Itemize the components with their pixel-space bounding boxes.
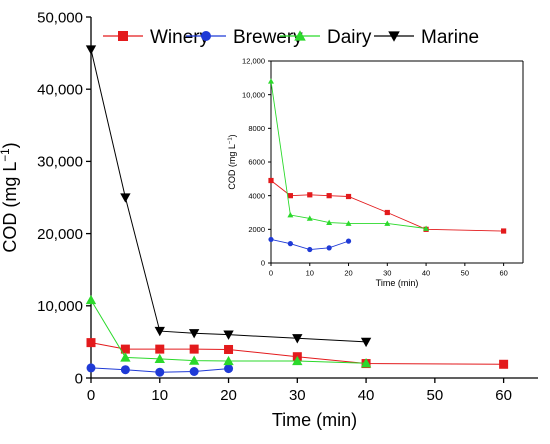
plot-background: [271, 61, 523, 263]
data-point-brewery: [326, 245, 332, 251]
legend-marker-brewery: [201, 31, 211, 41]
data-point-marine: [223, 330, 234, 340]
y-tick-label: 30,000: [37, 154, 83, 171]
data-point-dairy: [360, 358, 372, 368]
y-axis-label-text: COD (mg L: [0, 162, 20, 253]
data-point-dairy: [292, 355, 303, 366]
legend: Winery Brewery Dairy Marine: [103, 27, 479, 48]
y-tick-label: 0: [261, 259, 265, 268]
data-point-winery: [307, 192, 313, 198]
series-line-winery: [270, 180, 504, 232]
data-point-dairy: [306, 215, 313, 221]
y-axis-label-close: ): [0, 142, 20, 148]
data-point-marine: [292, 334, 303, 344]
x-tick-label: 30: [383, 269, 391, 278]
data-point-winery: [384, 209, 390, 216]
x-tick-label: 60: [499, 269, 507, 278]
y-tick-label: 40,000: [37, 81, 83, 98]
data-point-marine: [188, 329, 200, 339]
data-point-winery: [155, 344, 165, 354]
x-tick-label: 30: [289, 387, 306, 404]
data-point-dairy: [154, 353, 165, 364]
y-tick-label: 4000: [248, 191, 265, 200]
y-tick-label: 0: [75, 370, 83, 387]
x-tick-label: 0: [87, 387, 95, 404]
data-point-marine: [360, 337, 372, 348]
x-tick-label: 40: [422, 269, 430, 278]
data-point-winery: [268, 177, 274, 184]
x-tick-label: 10: [151, 387, 168, 404]
legend-marker-winery: [118, 31, 128, 41]
data-point-brewery: [224, 364, 234, 374]
legend-label-winery: Winery: [150, 27, 210, 48]
data-point-winery: [287, 193, 293, 199]
data-point-dairy: [287, 212, 294, 218]
data-point-winery: [345, 193, 352, 200]
y-tick-label: 2000: [248, 225, 265, 234]
y-tick-label: 12,000: [242, 57, 265, 66]
legend-marker-dairy: [294, 30, 306, 41]
data-point-dairy: [423, 225, 430, 231]
data-point-marine: [154, 326, 165, 337]
data-point-dairy: [188, 355, 200, 365]
data-point-brewery: [345, 238, 352, 244]
inset-plot: 0 10 20 30 40 50 60 0 2000 4000 6000 8000 10,000 12,0…: [227, 57, 524, 288]
data-point-winery: [224, 344, 234, 354]
legend-label-marine: Marine: [421, 27, 479, 48]
y-axis-label: COD (mg L−1): [227, 134, 237, 189]
y-axis-label-superscript: −1: [0, 148, 12, 161]
data-point-dairy: [345, 220, 352, 226]
x-tick-label: 50: [461, 269, 469, 278]
x-tick-label: 0: [269, 269, 273, 278]
data-point-brewery: [307, 246, 313, 253]
y-tick-label: 10,000: [242, 90, 265, 99]
y-tick-label: 50,000: [37, 9, 83, 26]
y-tick-label: 8000: [248, 124, 265, 133]
x-tick-label: 60: [495, 387, 512, 404]
y-tick-label: 20,000: [37, 226, 83, 243]
data-point-winery: [501, 228, 507, 234]
x-axis-label: Time (min): [272, 410, 357, 430]
y-tick-label: 10,000: [37, 298, 83, 315]
data-point-winery: [499, 359, 509, 369]
data-point-dairy: [120, 352, 131, 362]
legend-label-dairy: Dairy: [327, 27, 372, 48]
y-axis-label: COD (mg L−1): [0, 142, 20, 252]
data-point-dairy: [384, 220, 391, 226]
data-point-brewery: [189, 367, 199, 377]
y-axis-label-superscript: −1: [227, 137, 233, 144]
data-point-brewery: [155, 367, 165, 377]
data-point-winery: [120, 344, 130, 354]
x-axis-label: Time (min): [376, 278, 419, 288]
data-point-dairy: [268, 78, 274, 84]
data-point-marine: [85, 45, 97, 55]
legend-label-brewery: Brewery: [233, 27, 303, 48]
y-axis-label-close: ): [227, 134, 237, 137]
main-plot: 0 10 20 30 40 50 60 0 10,000 20,000 30,000 40,000 50…: [0, 9, 538, 430]
x-tick-label: 40: [358, 387, 375, 404]
data-point-dairy: [326, 219, 333, 225]
data-point-dairy: [85, 294, 97, 305]
x-tick-label: 50: [427, 387, 444, 404]
x-tick-label: 20: [344, 269, 352, 278]
data-point-dairy: [223, 355, 234, 366]
x-tick-label: 20: [220, 387, 237, 404]
data-point-marine: [120, 193, 131, 203]
legend-marker-marine: [388, 31, 400, 42]
x-tick-label: 10: [306, 269, 314, 278]
data-point-winery: [86, 338, 96, 348]
data-point-brewery: [287, 241, 293, 247]
data-point-brewery: [86, 363, 96, 373]
data-point-brewery: [120, 365, 130, 375]
y-axis-label-text: COD (mg L: [227, 144, 237, 190]
data-point-winery: [189, 344, 199, 354]
data-point-brewery: [268, 236, 274, 243]
data-point-winery: [326, 193, 332, 199]
y-tick-label: 6000: [248, 158, 265, 167]
